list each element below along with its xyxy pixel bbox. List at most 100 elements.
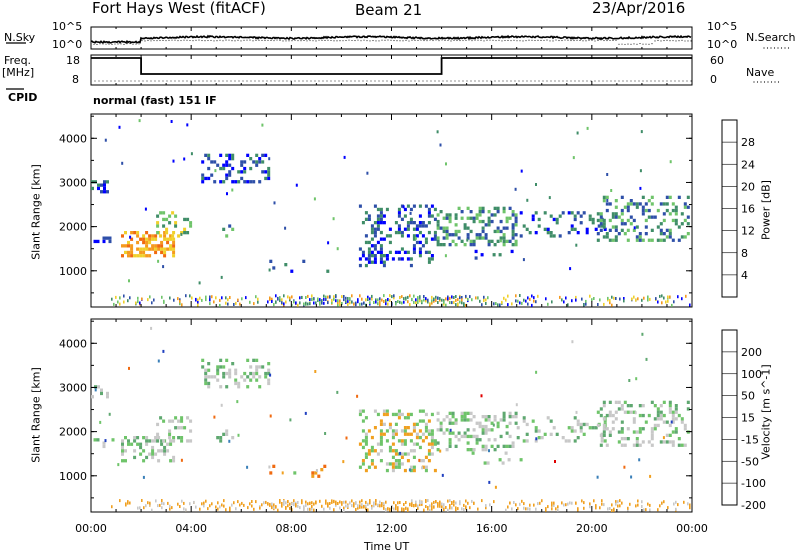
velocity-cell xyxy=(225,429,229,433)
velocity-ground-cell xyxy=(443,506,445,510)
velocity-ground-cell xyxy=(345,500,347,504)
velocity-cell xyxy=(508,434,512,439)
velocity-cell xyxy=(160,442,164,446)
velocity-ground-cell xyxy=(251,504,253,508)
power-ground-cell xyxy=(339,299,341,303)
velocity-cell xyxy=(130,442,134,446)
velocity-cell xyxy=(671,410,675,414)
velocity-ground-cell xyxy=(279,500,281,504)
velocity-cell xyxy=(183,426,187,430)
velocity-ground-cell xyxy=(551,507,553,511)
velocity-speck xyxy=(268,465,271,469)
velocity-cell xyxy=(502,415,506,419)
velocity-ground-cell xyxy=(649,508,651,512)
power-cell xyxy=(585,231,589,235)
velocity-cell xyxy=(364,416,368,420)
power-cell xyxy=(172,231,176,235)
power-cell xyxy=(166,240,170,245)
power-ground-cell xyxy=(309,302,311,306)
power-cell xyxy=(163,234,167,238)
power-ground-cell xyxy=(481,303,483,307)
velocity-cell xyxy=(246,358,250,362)
power-cell xyxy=(421,221,425,225)
velocity-cell xyxy=(376,452,380,456)
velocity-ground-cell xyxy=(389,507,391,511)
power-ground-cell xyxy=(389,294,391,298)
velocity-cell xyxy=(207,381,211,386)
velocity-cell xyxy=(400,439,404,443)
power-ground-cell xyxy=(611,303,613,307)
nave-dot xyxy=(642,80,644,82)
velocity-cell xyxy=(596,423,600,428)
velocity-colorbar-tick-label: 50 xyxy=(741,390,755,403)
power-cell xyxy=(492,253,496,257)
nave-dot xyxy=(518,80,520,82)
velocity-ground-cell xyxy=(429,508,431,512)
power-cell xyxy=(130,254,134,258)
power-cell xyxy=(502,226,506,230)
power-cell xyxy=(127,244,130,248)
velocity-cell xyxy=(133,436,137,440)
power-ground-cell xyxy=(455,303,457,307)
power-cell xyxy=(382,214,386,218)
velocity-cell xyxy=(267,378,271,382)
velocity-cell xyxy=(255,358,259,362)
velocity-cell xyxy=(258,365,262,369)
power-ground-cell xyxy=(325,298,327,301)
power-cell xyxy=(91,186,94,191)
velocity-ground-cell xyxy=(675,507,677,511)
power-panel-frame xyxy=(90,113,693,308)
nave-dot xyxy=(606,80,608,82)
velocity-cell xyxy=(397,459,401,463)
power-cell xyxy=(391,257,395,261)
velocity-ground-cell xyxy=(401,508,403,512)
power-cell xyxy=(505,226,509,230)
power-ground-cell xyxy=(525,299,527,303)
velocity-ground-cell xyxy=(449,506,451,510)
power-ground-cell xyxy=(599,298,601,302)
power-cell xyxy=(671,208,675,213)
power-cell xyxy=(367,214,371,218)
nsearch-dot xyxy=(480,39,482,41)
nsearch-dot xyxy=(669,40,671,42)
nsearch-dot xyxy=(660,40,662,42)
power-cell xyxy=(659,222,663,226)
nave-dot xyxy=(98,80,100,82)
nsearch-dot xyxy=(621,43,623,45)
nsearch-dot xyxy=(318,39,320,41)
velocity-cell xyxy=(662,420,666,424)
velocity-cell xyxy=(160,449,164,453)
power-ground-cell xyxy=(537,294,539,298)
power-cell xyxy=(412,250,416,254)
nsearch-dot xyxy=(555,39,557,41)
velocity-ground-cell xyxy=(437,504,439,508)
velocity-cell xyxy=(124,459,127,463)
nsearch-dot xyxy=(618,43,620,45)
velocity-cell xyxy=(525,422,529,427)
velocity-cell xyxy=(505,424,509,429)
power-ground-cell xyxy=(641,298,643,302)
velocity-cell xyxy=(617,400,621,404)
velocity-cell xyxy=(385,439,389,443)
velocity-cell xyxy=(151,452,155,456)
power-cell xyxy=(490,219,494,224)
velocity-ground-cell xyxy=(359,505,361,509)
velocity-cell xyxy=(469,434,473,439)
velocity-ground-cell xyxy=(147,501,149,505)
power-cell xyxy=(252,180,256,184)
velocity-cell xyxy=(608,433,612,437)
power-ground-cell xyxy=(633,295,635,299)
nsearch-dot xyxy=(603,40,605,42)
power-ground-cell xyxy=(281,301,283,305)
velocity-ground-cell xyxy=(307,507,309,511)
velocity-cell xyxy=(463,411,467,415)
velocity-ground-cell xyxy=(237,500,239,504)
velocity-ground-cell xyxy=(189,502,191,506)
nsearch-dot xyxy=(99,43,101,45)
velocity-ground-cell xyxy=(601,499,603,503)
power-ground-cell xyxy=(275,300,277,304)
velocity-ground-cell xyxy=(179,505,181,508)
velocity-cell xyxy=(638,443,642,447)
velocity-ground-cell xyxy=(431,505,433,509)
velocity-ground-cell xyxy=(465,499,467,503)
